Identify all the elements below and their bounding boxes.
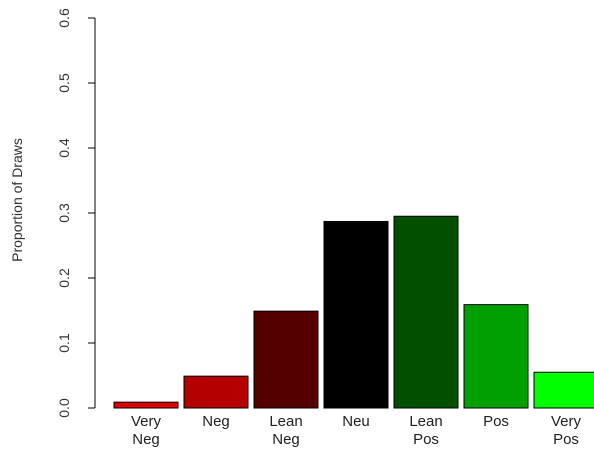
x-tick-label: Lean Pos	[409, 413, 442, 448]
y-axis-label: Proportion of Draws	[9, 138, 25, 262]
bar	[183, 375, 249, 409]
x-tick-label: Very Pos	[551, 413, 582, 448]
x-tick-label: Neg	[202, 413, 230, 430]
bar	[533, 371, 594, 409]
y-tick-label: 0.0	[56, 398, 72, 418]
bar	[113, 401, 179, 409]
y-tick-label: 0.5	[56, 73, 72, 93]
y-tick-label: 0.1	[56, 333, 72, 353]
y-tick-label: 0.2	[56, 268, 72, 288]
bars	[113, 215, 594, 409]
y-tick-label: 0.3	[56, 203, 72, 223]
y-tick-label: 0.6	[56, 8, 72, 28]
bar	[393, 215, 459, 409]
y-tick-label: 0.4	[56, 138, 72, 158]
bar	[253, 310, 319, 409]
x-tick-label: Lean Neg	[269, 413, 302, 448]
x-tick-label: Pos	[483, 413, 509, 430]
x-tick-label: Neu	[342, 413, 370, 430]
bar	[463, 304, 529, 409]
x-tick-label: Very Neg	[131, 413, 162, 448]
x-axis-labels: Very Neg Neg Lean Neg Neu Lean Pos Pos Very Pos	[131, 413, 582, 448]
bar	[323, 220, 389, 409]
y-axis: 0.0 0.1 0.2 0.3 0.4 0.5 0.6	[56, 8, 96, 418]
